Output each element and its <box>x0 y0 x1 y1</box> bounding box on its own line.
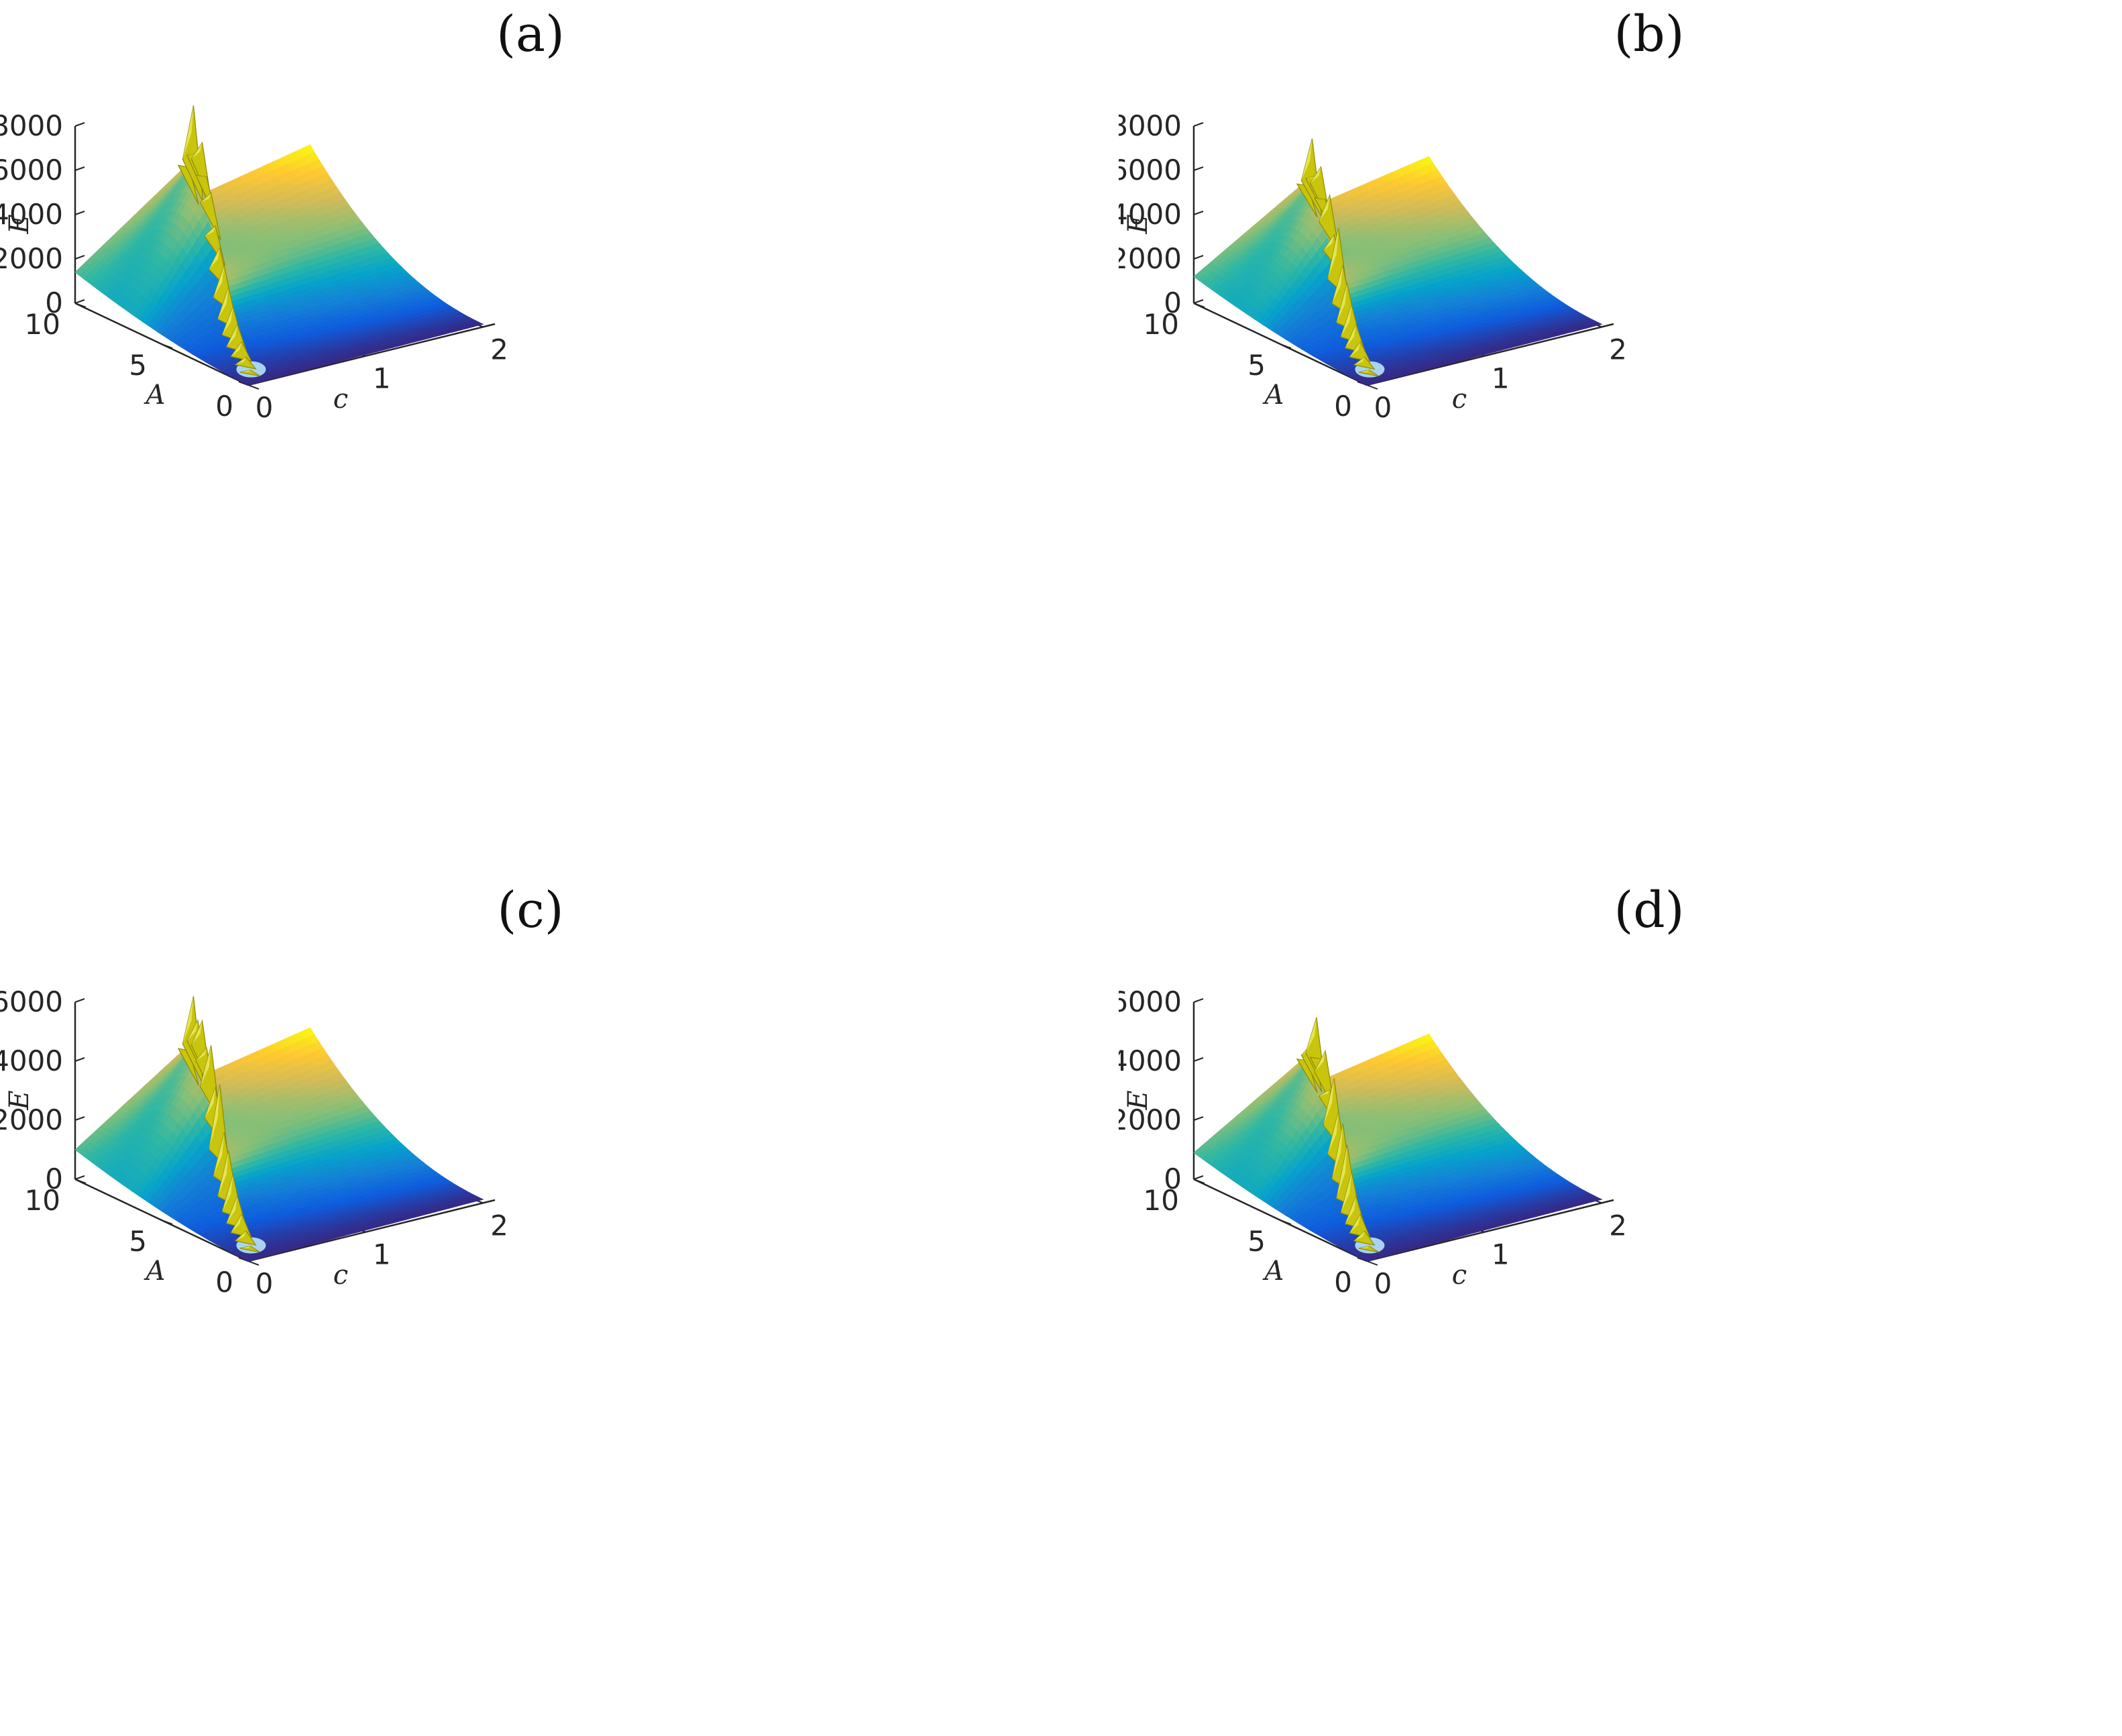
z-tick-label: 6000 <box>0 985 63 1018</box>
z-tick <box>75 167 85 170</box>
a-tick-label: 10 <box>25 1184 60 1217</box>
c-tick-label: 1 <box>373 362 391 395</box>
c-tick-label: 0 <box>256 1267 274 1300</box>
a-axis-label: A <box>1262 380 1284 411</box>
z-tick-label: 4000 <box>0 1044 63 1077</box>
c-tick-label: 2 <box>490 333 508 366</box>
z-tick <box>1194 167 1203 170</box>
a-tick <box>248 385 259 389</box>
z-axis-label: E <box>1123 214 1154 234</box>
z-tick <box>1194 211 1203 215</box>
z-tick-label: 6000 <box>1119 154 1182 186</box>
z-tick <box>1194 256 1203 259</box>
c-axis-label: c <box>1452 384 1467 415</box>
z-tick <box>75 1058 85 1061</box>
z-tick-label: 8000 <box>1119 109 1182 142</box>
a-tick-label: 5 <box>1247 349 1266 382</box>
c-axis-label: c <box>333 1260 348 1291</box>
a-tick-label: 10 <box>25 308 60 341</box>
z-tick <box>1194 300 1203 303</box>
c-axis-label: c <box>333 384 348 415</box>
z-axis-label: E <box>4 214 35 234</box>
c-tick-label: 2 <box>490 1209 508 1242</box>
z-tick-label: 6000 <box>0 154 63 186</box>
z-tick <box>1194 123 1203 126</box>
a-tick-label: 5 <box>129 1225 147 1258</box>
c-tick-label: 0 <box>1374 391 1392 424</box>
z-axis-label: E <box>4 1090 35 1110</box>
c-tick-label: 1 <box>373 1238 391 1271</box>
z-tick-label: 2000 <box>1119 242 1182 275</box>
a-axis-label: A <box>144 1256 166 1287</box>
z-tick <box>75 256 85 259</box>
a-tick-label: 5 <box>129 349 147 382</box>
a-tick <box>1367 385 1378 389</box>
a-axis-label: A <box>144 380 166 411</box>
c-tick-label: 2 <box>1609 333 1627 366</box>
a-tick-label: 10 <box>1143 308 1179 341</box>
c-tick-label: 0 <box>256 391 274 424</box>
z-tick <box>75 300 85 303</box>
a-tick-label: 0 <box>215 390 233 423</box>
z-tick <box>75 123 85 126</box>
z-tick <box>75 999 85 1002</box>
a-tick-label: 0 <box>1334 390 1352 423</box>
a-tick-label: 0 <box>215 1266 233 1299</box>
z-tick-label: 8000 <box>0 109 63 142</box>
z-tick-label: 2000 <box>0 242 63 275</box>
a-tick <box>248 1261 259 1265</box>
c-tick-label: 1 <box>1492 362 1510 395</box>
z-tick <box>75 1117 85 1120</box>
z-tick <box>75 211 85 215</box>
z-tick <box>75 1176 85 1179</box>
